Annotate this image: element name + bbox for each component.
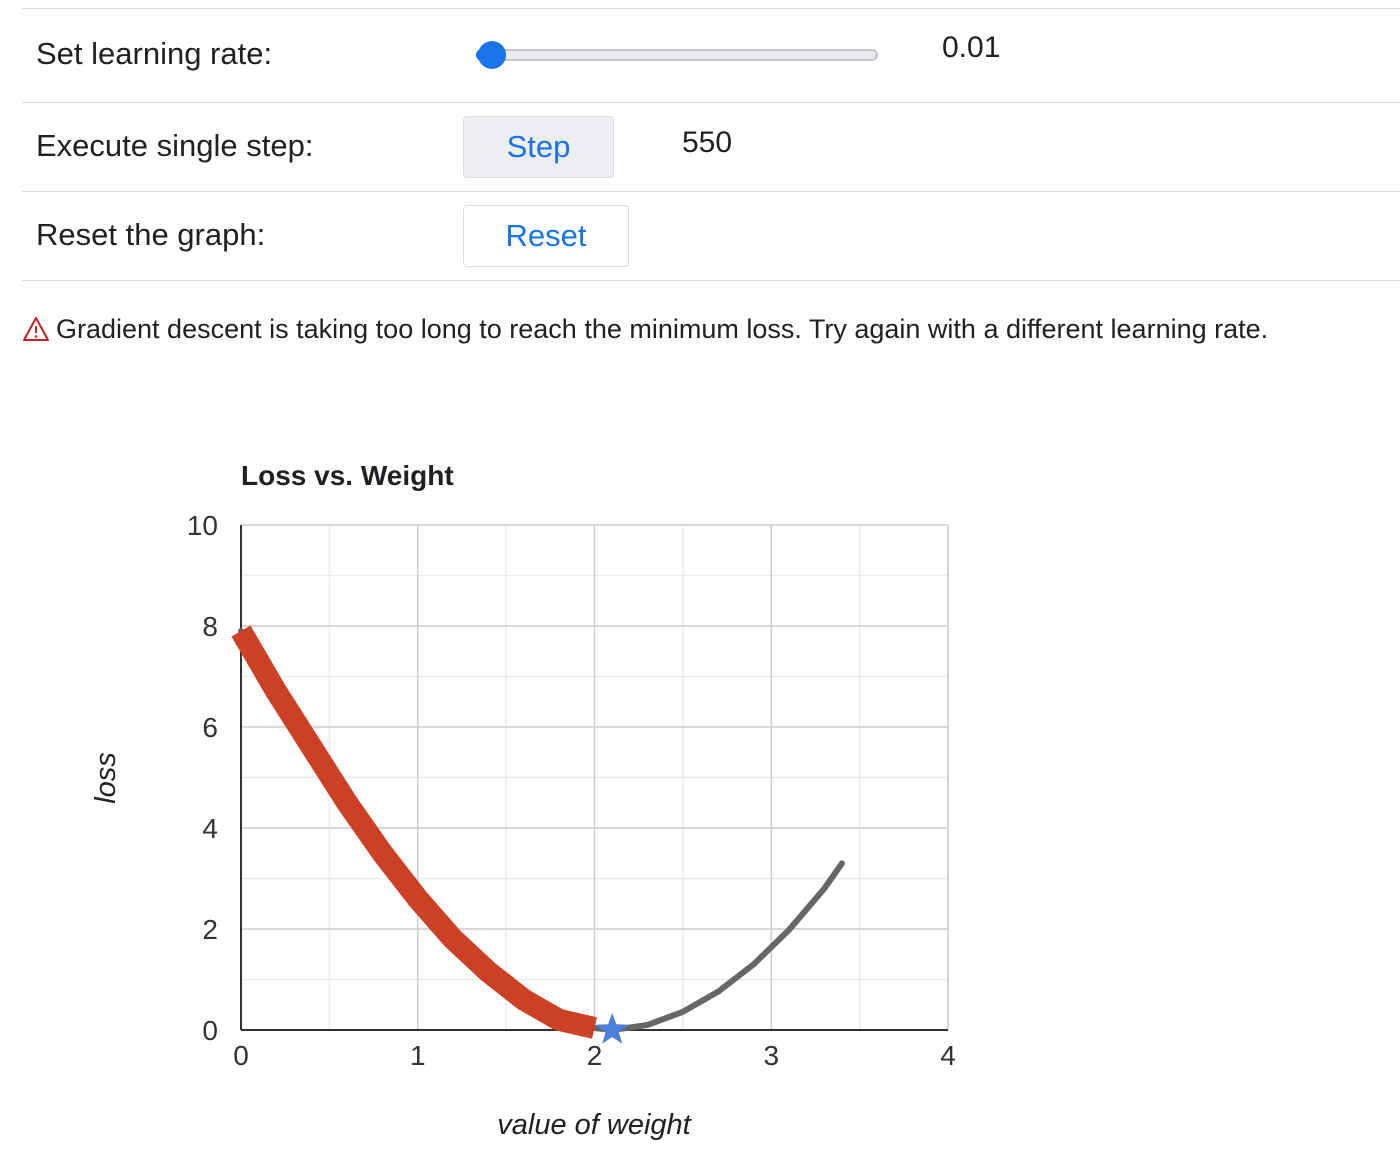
x-tick-label: 4: [940, 1040, 956, 1071]
y-tick-label: 2: [202, 914, 218, 945]
divider-3: [22, 280, 1400, 281]
learning-rate-slider[interactable]: [472, 41, 882, 69]
loss-vs-weight-chart: Loss vs. Weight 0 1 2 3 4 0 2 4 6 8 10 value of we…: [0, 430, 1400, 1174]
y-axis-label: loss: [90, 752, 122, 804]
divider-top: [22, 8, 1400, 9]
chart-title: Loss vs. Weight: [241, 460, 454, 491]
chart-series: [241, 631, 842, 1044]
learning-rate-value: 0.01: [942, 30, 1000, 66]
divider-1: [22, 102, 1400, 103]
y-tick-label: 8: [202, 611, 218, 642]
learning-rate-label: Set learning rate:: [36, 36, 272, 72]
x-axis-label: value of weight: [497, 1109, 692, 1141]
x-tick-label: 1: [410, 1040, 426, 1071]
slider-thumb[interactable]: [478, 41, 506, 69]
step-count: 550: [682, 125, 732, 161]
y-tick-label: 10: [187, 510, 218, 541]
step-label: Execute single step:: [36, 128, 313, 164]
x-tick-label: 0: [233, 1040, 249, 1071]
y-tick-label: 6: [202, 712, 218, 743]
slider-track: [476, 49, 878, 61]
x-tick-label: 2: [587, 1040, 603, 1071]
loss-curve-line: [241, 631, 842, 1030]
reset-button[interactable]: Reset: [463, 205, 629, 267]
warning-text: Gradient descent is taking too long to r…: [56, 311, 1268, 347]
reset-label: Reset the graph:: [36, 217, 265, 253]
divider-2: [22, 191, 1400, 192]
warning-triangle-icon: [22, 315, 50, 343]
y-tick-label: 0: [202, 1015, 218, 1046]
step-button[interactable]: Step: [463, 116, 614, 178]
warning-message: Gradient descent is taking too long to r…: [22, 311, 1268, 347]
chart-tick-labels: 0 1 2 3 4 0 2 4 6 8 10: [187, 510, 956, 1071]
y-tick-label: 4: [202, 813, 218, 844]
chart-grid: [241, 525, 948, 1030]
x-tick-label: 3: [763, 1040, 779, 1071]
